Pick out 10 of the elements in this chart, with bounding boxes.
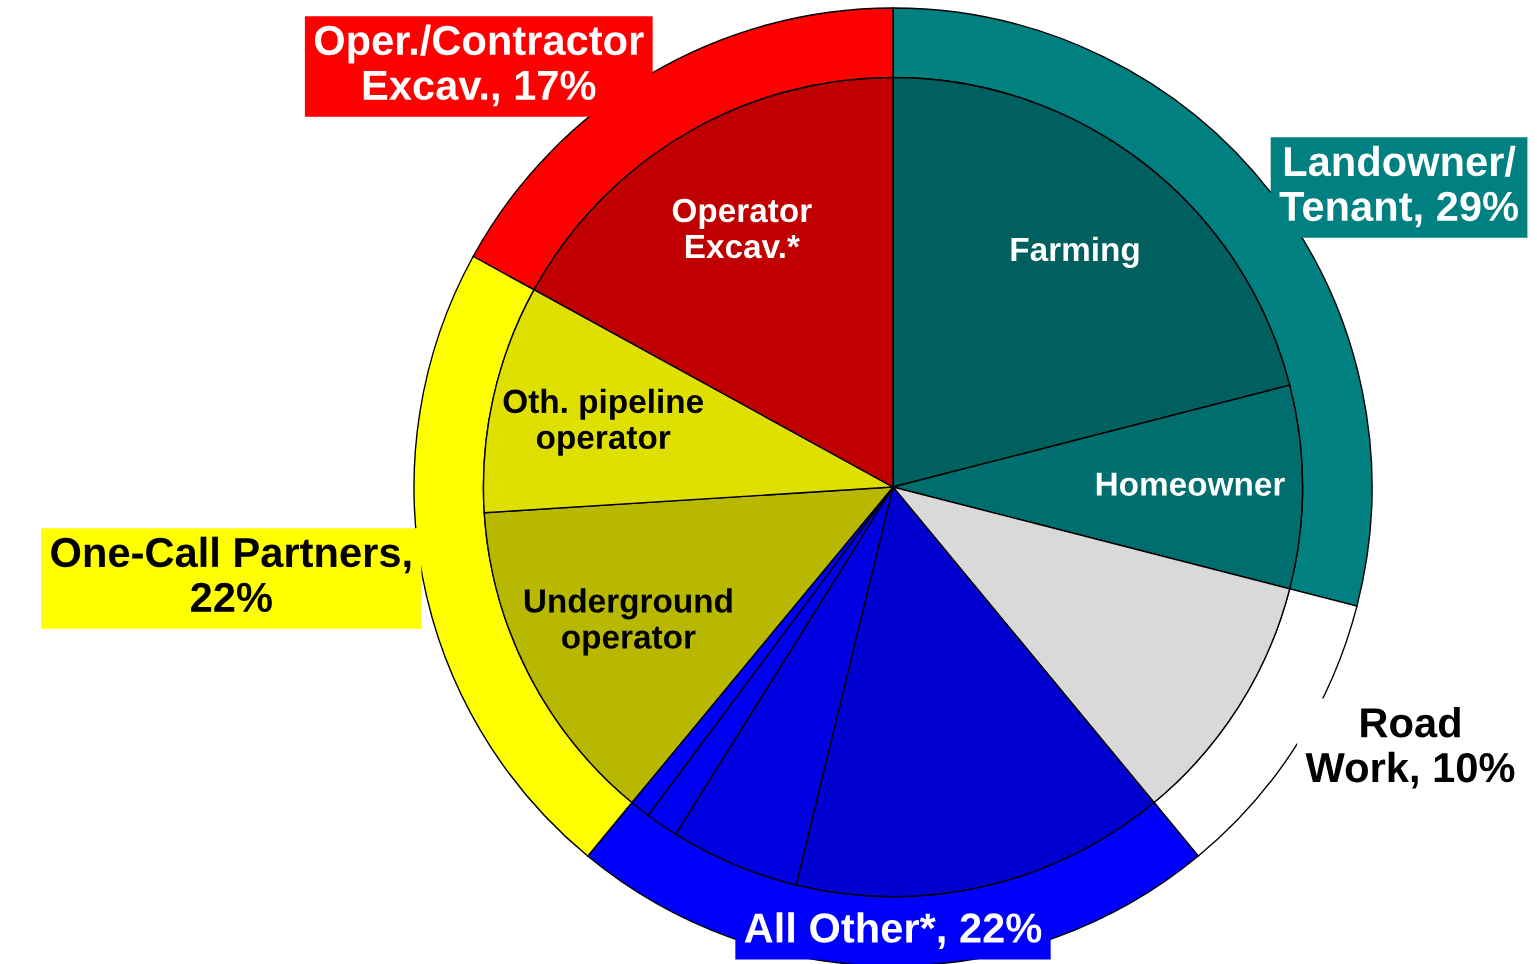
data-label: All Other*, 22%: [744, 912, 1042, 949]
data-label: Road Work, 10%: [1305, 706, 1515, 789]
data-label: Oper./Contractor Excav., 17%: [314, 24, 644, 107]
data-label: Operator Excav.*: [672, 198, 812, 259]
data-label: Farming: [1011, 236, 1139, 268]
data-label: One-Call Partners, 22%: [51, 536, 411, 613]
data-label: Oth. pipeline operator: [503, 388, 703, 456]
data-label: Underground operator: [524, 588, 732, 656]
data-label: Landowner/ Tenant, 29%: [1279, 145, 1519, 228]
data-label: Homeowner: [1096, 472, 1285, 496]
